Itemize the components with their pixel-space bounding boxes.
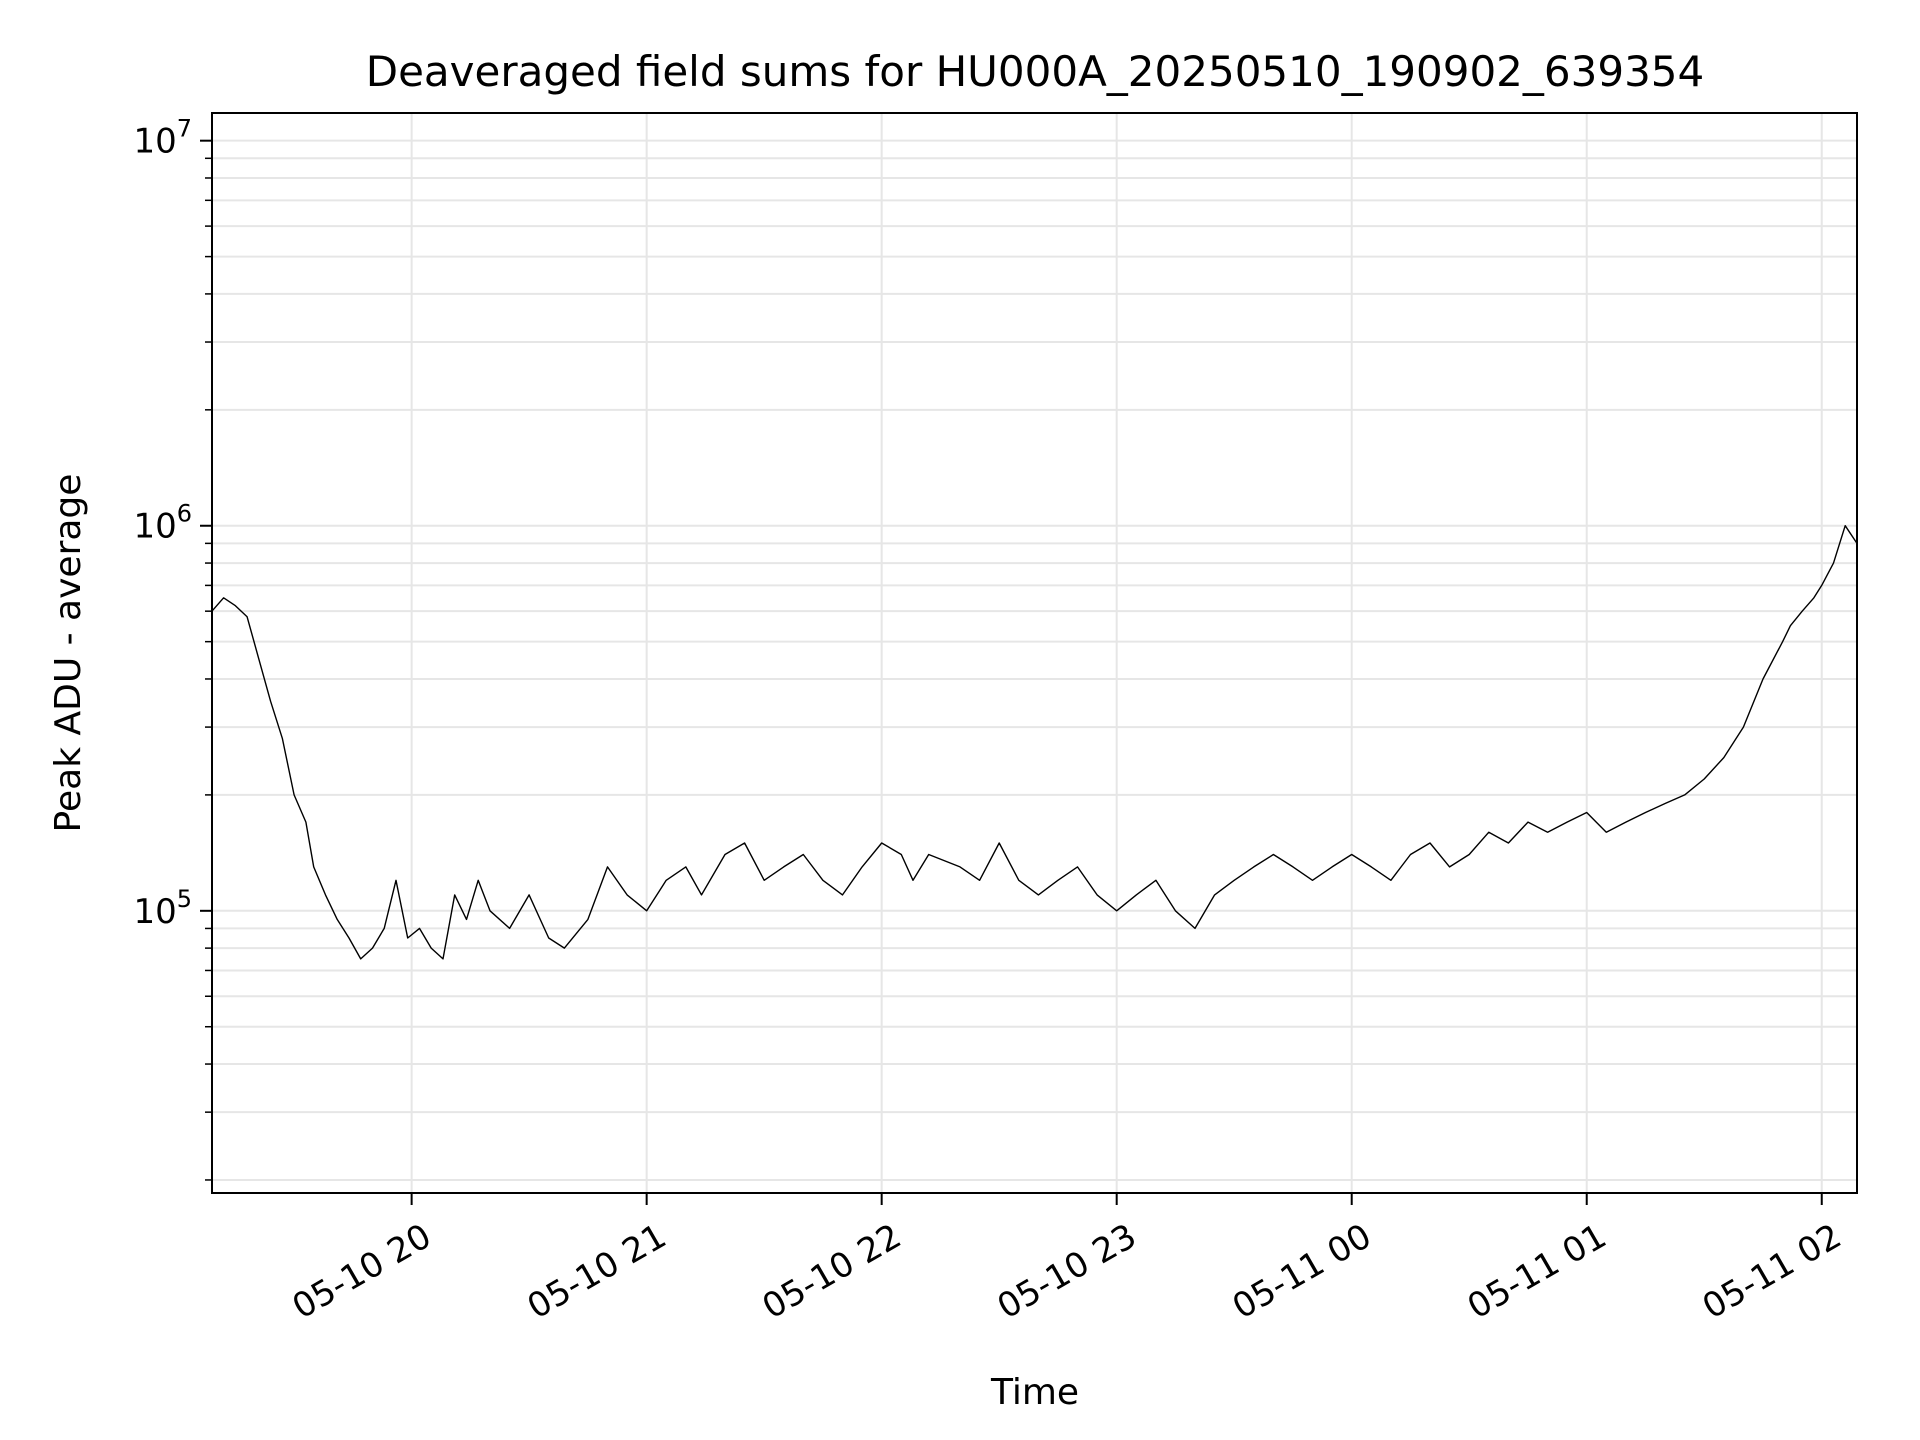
x-tick-label: 05-10 23 bbox=[991, 1216, 1143, 1327]
y-axis-label: Peak ADU - average bbox=[48, 474, 89, 833]
chart-title: Deaveraged field sums for HU000A_2025051… bbox=[366, 47, 1705, 96]
x-tick-label: 05-11 00 bbox=[1226, 1216, 1378, 1327]
x-axis: 05-10 20 05-10 21 05-10 22 05-10 23 05-11 00… bbox=[286, 1193, 1848, 1327]
y-tick-label: 106 bbox=[133, 500, 192, 547]
series-line bbox=[211, 525, 1858, 960]
x-axis-label: Time bbox=[990, 1372, 1079, 1413]
plot-area bbox=[211, 525, 1858, 960]
x-tick-label: 05-10 22 bbox=[756, 1216, 908, 1327]
y-axis: 105 106 107 bbox=[133, 115, 212, 1181]
x-tick-label: 05-10 21 bbox=[521, 1216, 673, 1327]
gridlines bbox=[212, 113, 1857, 1193]
x-tick-label: 05-11 01 bbox=[1461, 1216, 1613, 1327]
y-tick-label: 107 bbox=[133, 115, 192, 162]
x-tick-label: 05-11 02 bbox=[1696, 1216, 1848, 1327]
y-tick-label: 105 bbox=[133, 885, 192, 932]
plot-frame bbox=[211, 112, 1858, 1194]
x-tick-label: 05-10 20 bbox=[286, 1216, 438, 1327]
